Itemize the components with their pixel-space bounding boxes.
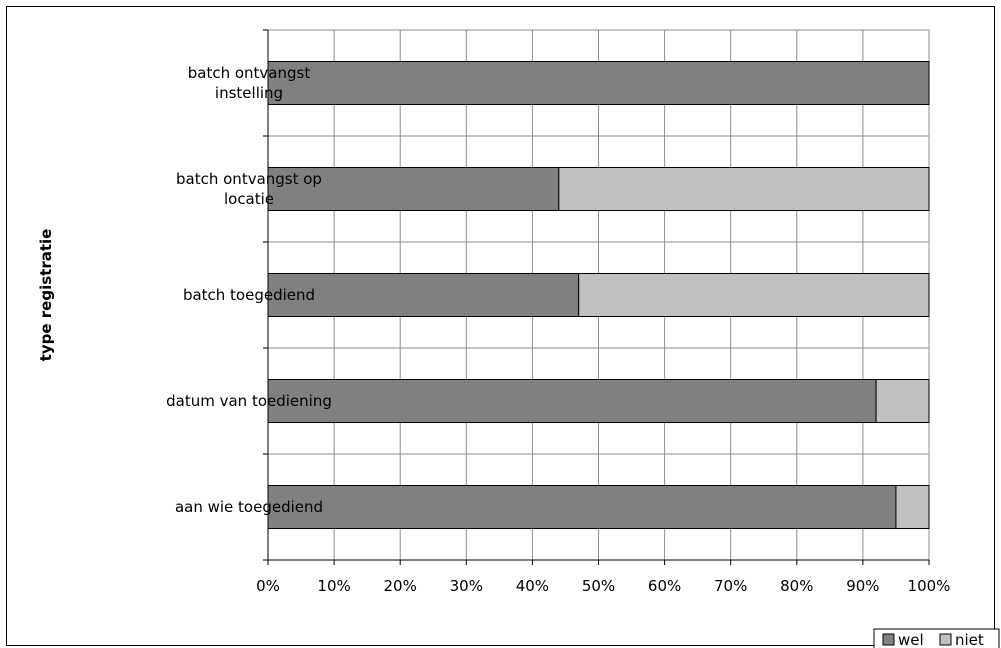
x-tick-label: 10%: [317, 577, 350, 595]
x-tick-label: 30%: [450, 577, 483, 595]
bar-wel-2: [267, 273, 580, 317]
bar-niet-3: [875, 379, 930, 423]
y-axis-title: type registratie: [37, 229, 55, 362]
bar-wel-4: [267, 485, 897, 529]
x-tick-label: 80%: [780, 577, 813, 595]
x-tick-label: 60%: [648, 577, 681, 595]
chart-frame: [6, 6, 995, 646]
bar-niet-1: [558, 167, 930, 211]
category-label: batch ontvangst: [188, 64, 311, 82]
category-label: locatie: [224, 190, 274, 208]
x-tick-label: 20%: [384, 577, 417, 595]
category-label: batch toegediend: [183, 286, 315, 304]
category-label: aan wie toegediend: [175, 498, 323, 516]
x-tick-label: 40%: [516, 577, 549, 595]
x-tick-label: 50%: [582, 577, 615, 595]
category-label: datum van toediening: [166, 392, 332, 410]
legend-label-niet: niet: [955, 631, 984, 648]
x-tick-label: 0%: [256, 577, 280, 595]
x-tick-label: 70%: [714, 577, 747, 595]
x-tick-label: 100%: [908, 577, 951, 595]
category-label: batch ontvangst op: [176, 170, 322, 188]
bar-wel-0: [267, 61, 930, 105]
legend-swatch-niet: [939, 633, 952, 646]
legend-label-wel: wel: [898, 631, 924, 648]
category-label: instelling: [215, 84, 283, 102]
bar-niet-4: [895, 485, 930, 529]
legend-swatch-wel: [882, 633, 895, 646]
x-tick-label: 90%: [846, 577, 879, 595]
bar-wel-1: [267, 167, 560, 211]
legend: wel niet: [873, 628, 1000, 648]
bar-niet-2: [578, 273, 930, 317]
bar-wel-3: [267, 379, 877, 423]
legend-box: [873, 628, 1000, 648]
